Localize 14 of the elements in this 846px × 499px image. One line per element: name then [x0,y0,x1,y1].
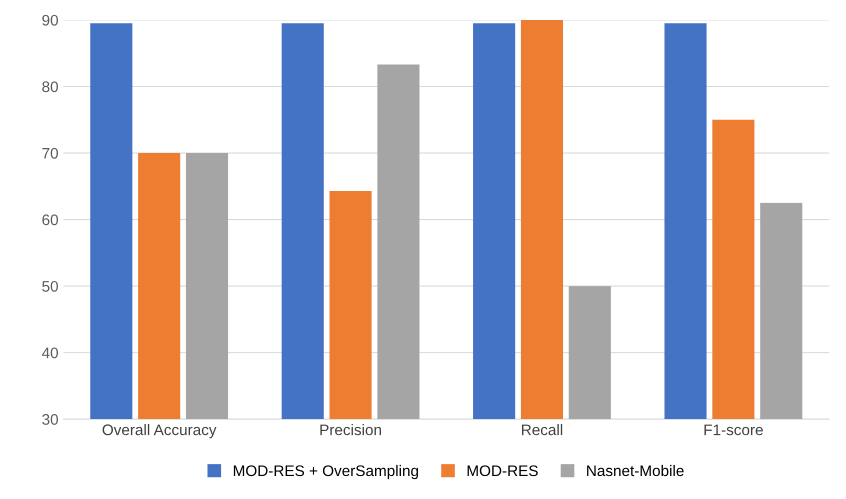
legend-label: Nasnet-Mobile [587,464,684,476]
y-tick-label: 30 [42,414,58,425]
x-tick-label: F1-score [704,424,763,436]
x-tick-label: Precision [320,424,381,436]
x-tick-label: Recall [522,424,562,436]
y-tick-label: 80 [42,81,58,92]
x-tick-label: Overall Accuracy [102,424,216,438]
y-tick-label: 40 [42,347,58,358]
legend-label: MOD-RES + OverSampling [234,464,418,480]
legend-label: MOD-RES [468,465,538,476]
y-tick-label: 70 [42,148,58,159]
y-tick-label: 90 [42,14,58,26]
y-tick-label: 50 [42,280,58,292]
y-tick-label: 60 [42,214,58,226]
